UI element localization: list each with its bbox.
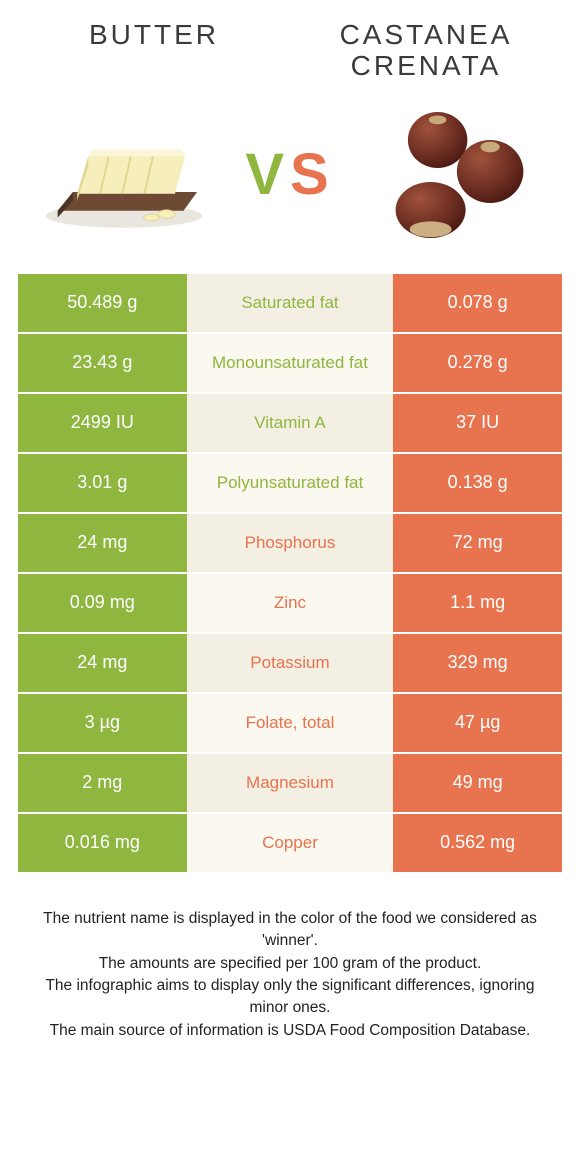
comparison-table: 50.489 gSaturated fat0.078 g23.43 gMonou… — [18, 274, 562, 874]
left-value: 24 mg — [18, 514, 187, 572]
right-value: 37 IU — [393, 394, 562, 452]
vs-s: S — [290, 142, 335, 207]
footer-line-2: The amounts are specified per 100 gram o… — [38, 953, 542, 975]
right-value: 49 mg — [393, 754, 562, 812]
table-row: 23.43 gMonounsaturated fat0.278 g — [18, 334, 562, 394]
images-row: VS — [18, 100, 562, 250]
table-row: 50.489 gSaturated fat0.078 g — [18, 274, 562, 334]
table-row: 24 mgPotassium329 mg — [18, 634, 562, 694]
nutrient-name: Vitamin A — [187, 394, 394, 452]
table-row: 0.09 mgZinc1.1 mg — [18, 574, 562, 634]
left-value: 2499 IU — [18, 394, 187, 452]
chestnut-icon — [381, 105, 531, 245]
table-row: 24 mgPhosphorus72 mg — [18, 514, 562, 574]
nutrient-name: Zinc — [187, 574, 394, 632]
right-value: 0.078 g — [393, 274, 562, 332]
left-value: 50.489 g — [18, 274, 187, 332]
right-value: 0.138 g — [393, 454, 562, 512]
nutrient-name: Polyunsaturated fat — [187, 454, 394, 512]
left-value: 2 mg — [18, 754, 187, 812]
table-row: 0.016 mgCopper0.562 mg — [18, 814, 562, 874]
left-value: 23.43 g — [18, 334, 187, 392]
right-food-image — [350, 100, 562, 250]
nutrient-name: Potassium — [187, 634, 394, 692]
nutrient-name: Phosphorus — [187, 514, 394, 572]
butter-icon — [39, 115, 209, 235]
left-food-title: Butter — [18, 20, 290, 51]
table-row: 3.01 gPolyunsaturated fat0.138 g — [18, 454, 562, 514]
left-food-image — [18, 100, 230, 250]
vs-label: VS — [230, 141, 350, 208]
nutrient-name: Saturated fat — [187, 274, 394, 332]
left-value: 0.09 mg — [18, 574, 187, 632]
table-row: 2 mgMagnesium49 mg — [18, 754, 562, 814]
left-value: 3.01 g — [18, 454, 187, 512]
table-row: 3 µgFolate, total47 µg — [18, 694, 562, 754]
left-value: 0.016 mg — [18, 814, 187, 872]
footer-notes: The nutrient name is displayed in the co… — [18, 908, 562, 1043]
footer-line-3: The infographic aims to display only the… — [38, 975, 542, 1020]
right-value: 329 mg — [393, 634, 562, 692]
vs-v: V — [245, 142, 290, 207]
right-value: 1.1 mg — [393, 574, 562, 632]
right-value: 0.278 g — [393, 334, 562, 392]
footer-line-1: The nutrient name is displayed in the co… — [38, 908, 542, 953]
right-value: 72 mg — [393, 514, 562, 572]
nutrient-name: Magnesium — [187, 754, 394, 812]
left-value: 24 mg — [18, 634, 187, 692]
right-value: 0.562 mg — [393, 814, 562, 872]
nutrient-name: Monounsaturated fat — [187, 334, 394, 392]
nutrient-name: Copper — [187, 814, 394, 872]
table-row: 2499 IUVitamin A37 IU — [18, 394, 562, 454]
right-food-title: Castanea crenata — [290, 20, 562, 82]
footer-line-4: The main source of information is USDA F… — [38, 1020, 542, 1042]
nutrient-name: Folate, total — [187, 694, 394, 752]
header-titles: Butter Castanea crenata — [18, 20, 562, 82]
left-value: 3 µg — [18, 694, 187, 752]
right-value: 47 µg — [393, 694, 562, 752]
